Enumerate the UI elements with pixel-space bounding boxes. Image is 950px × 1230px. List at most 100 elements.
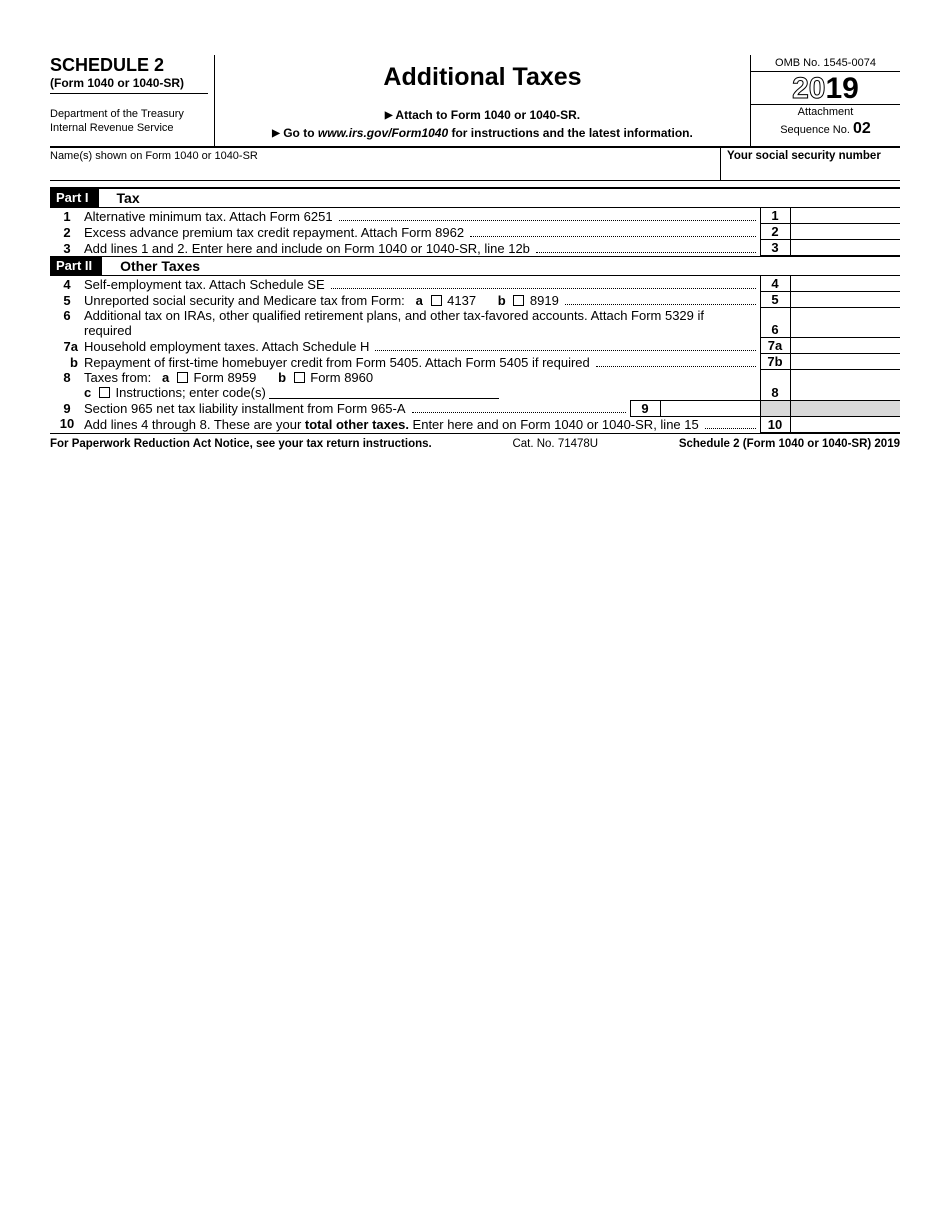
part-1-title: Tax [99, 189, 140, 207]
line-1-box: 1 [760, 208, 790, 224]
attachment-sequence: Attachment Sequence No. 02 [751, 105, 900, 141]
seq-label-2: Sequence No. [780, 124, 853, 136]
line-7b-text: Repayment of first-time homebuyer credit… [84, 355, 590, 370]
line-3-amount[interactable] [790, 240, 900, 256]
line-2-amount[interactable] [790, 224, 900, 240]
checkbox-8959[interactable] [177, 372, 188, 383]
line-10-text: Add lines 4 through 8. These are your to… [84, 417, 699, 432]
line-9-right-shade-amount [790, 400, 900, 416]
line-9-inset-amount[interactable] [660, 400, 760, 416]
year-bold: 19 [826, 72, 859, 105]
line-4-number: 4 [50, 276, 84, 292]
line-5-box: 5 [760, 292, 790, 308]
name-field-label[interactable]: Name(s) shown on Form 1040 or 1040-SR [50, 148, 720, 180]
line-8-a-text: Form 8959 [194, 370, 257, 385]
line-5: 5 Unreported social security and Medicar… [50, 292, 900, 308]
triangle-icon: ▶ [385, 110, 393, 121]
seq-number: 02 [853, 120, 871, 137]
part-2-title: Other Taxes [102, 257, 200, 275]
line-5-lead: Unreported social security and Medicare … [84, 293, 405, 308]
line-5-number: 5 [50, 292, 84, 308]
omb-number: OMB No. 1545-0074 [751, 55, 900, 72]
attach-text: Attach to Form 1040 or 1040-SR. [395, 108, 580, 122]
form-header: SCHEDULE 2 (Form 1040 or 1040-SR) Depart… [50, 55, 900, 148]
checkbox-8960[interactable] [294, 372, 305, 383]
line-8-c-label: c [84, 385, 91, 400]
goto-instruction: ▶ Go to www.irs.gov/Form1040 for instruc… [221, 124, 744, 142]
ssn-field-label[interactable]: Your social security number [720, 148, 900, 180]
footer-center: Cat. No. 71478U [512, 438, 598, 450]
line-9-number: 9 [50, 400, 84, 416]
line-4-text: Self-employment tax. Attach Schedule SE [84, 277, 325, 292]
line-3-desc: Add lines 1 and 2. Enter here and includ… [84, 240, 760, 256]
line-8-desc-row1: Taxes from: a Form 8959 b Form 8960 [84, 370, 760, 385]
line-10: 10 Add lines 4 through 8. These are your… [50, 416, 900, 432]
goto-pre: Go to [283, 126, 318, 140]
line-5-a-label: a [416, 293, 423, 308]
line-8-lead: Taxes from: [84, 370, 151, 385]
year-outline: 20 [792, 72, 825, 105]
line-8-b-label: b [278, 370, 286, 385]
line-3-box: 3 [760, 240, 790, 256]
part-1-header: Part I Tax [50, 189, 900, 208]
attach-instruction: ▶ Attach to Form 1040 or 1040-SR. [221, 106, 744, 124]
line-7b-amount[interactable] [790, 354, 900, 370]
line-8-box: 8 [760, 370, 790, 401]
line-7a: 7a Household employment taxes. Attach Sc… [50, 338, 900, 354]
line-1-text: Alternative minimum tax. Attach Form 625… [84, 209, 333, 224]
line-9-text: Section 965 net tax liability installmen… [84, 401, 406, 416]
line-10-b: total other taxes. [305, 417, 409, 432]
part-2-header: Part II Other Taxes [50, 256, 900, 276]
line-1-number: 1 [50, 208, 84, 224]
line-7a-number: 7a [50, 338, 84, 354]
checkbox-instructions[interactable] [99, 387, 110, 398]
line-2-desc: Excess advance premium tax credit repaym… [84, 224, 760, 240]
form-footer: For Paperwork Reduction Act Notice, see … [50, 433, 900, 450]
line-6-number: 6 [50, 308, 84, 338]
line-10-amount[interactable] [790, 416, 900, 432]
line-10-a: Add lines 4 through 8. These are your [84, 417, 305, 432]
line-8-number: 8 [50, 370, 84, 385]
line-3-text: Add lines 1 and 2. Enter here and includ… [84, 241, 530, 256]
line-3-number: 3 [50, 240, 84, 256]
checkbox-4137[interactable] [431, 295, 442, 306]
header-right: OMB No. 1545-0074 2019 Attachment Sequen… [750, 55, 900, 146]
line-4-amount[interactable] [790, 276, 900, 292]
line-9-inset-box: 9 [630, 400, 660, 416]
line-1-amount[interactable] [790, 208, 900, 224]
line-7a-amount[interactable] [790, 338, 900, 354]
line-8-desc-row2: c Instructions; enter code(s) [84, 385, 760, 401]
line-2-box: 2 [760, 224, 790, 240]
line-6-desc: Additional tax on IRAs, other qualified … [84, 308, 760, 338]
line-4-box: 4 [760, 276, 790, 292]
line-10-box: 10 [760, 416, 790, 432]
checkbox-8919[interactable] [513, 295, 524, 306]
line-7b-box: 7b [760, 354, 790, 370]
line-8-codes-input[interactable] [269, 386, 499, 399]
line-8-amount[interactable] [790, 370, 900, 401]
dept-line-2: Internal Revenue Service [50, 122, 208, 136]
line-5-amount[interactable] [790, 292, 900, 308]
line-3: 3 Add lines 1 and 2. Enter here and incl… [50, 240, 900, 256]
line-5-b-text: 8919 [530, 293, 559, 308]
part-2-tag: Part II [50, 257, 102, 275]
line-7a-desc: Household employment taxes. Attach Sched… [84, 338, 760, 354]
line-5-a-text: 4137 [447, 293, 476, 308]
part-2-lines: 4 Self-employment tax. Attach Schedule S… [50, 276, 900, 433]
goto-post: for instructions and the latest informat… [448, 126, 693, 140]
line-2-text: Excess advance premium tax credit repaym… [84, 225, 464, 240]
line-5-desc: Unreported social security and Medicare … [84, 292, 760, 308]
part-1-lines: 1 Alternative minimum tax. Attach Form 6… [50, 208, 900, 256]
form-reference: (Form 1040 or 1040-SR) [50, 76, 208, 94]
footer-right: Schedule 2 (Form 1040 or 1040-SR) 2019 [679, 438, 900, 450]
line-8-b-text: Form 8960 [310, 370, 373, 385]
goto-url: www.irs.gov/Form1040 [318, 126, 448, 140]
line-6-box: 6 [760, 308, 790, 338]
line-7b: b Repayment of first-time homebuyer cred… [50, 354, 900, 370]
line-9: 9 Section 965 net tax liability installm… [50, 400, 900, 416]
line-8-row1: 8 Taxes from: a Form 8959 b Form 8960 8 [50, 370, 900, 385]
line-7a-box: 7a [760, 338, 790, 354]
identity-row: Name(s) shown on Form 1040 or 1040-SR Yo… [50, 148, 900, 181]
line-6-amount[interactable] [790, 308, 900, 338]
line-4: 4 Self-employment tax. Attach Schedule S… [50, 276, 900, 292]
